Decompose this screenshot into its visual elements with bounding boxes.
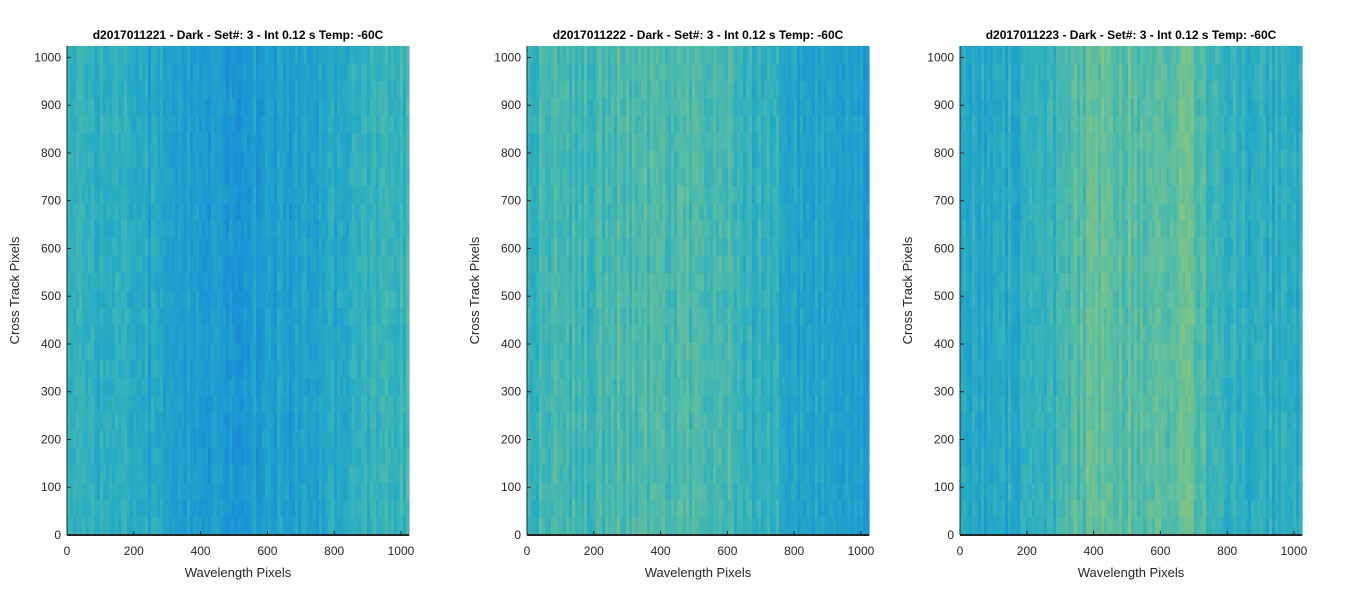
y-tick-label: 700: [41, 194, 61, 208]
y-tick-label: 500: [501, 289, 521, 303]
y-tick-label: 400: [41, 337, 61, 351]
y-tick-label: 300: [934, 385, 954, 399]
y-tick-label: 100: [501, 480, 521, 494]
y-axis-label: Cross Track Pixels: [7, 236, 22, 344]
chart-title: d2017011222 - Dark - Set#: 3 - Int 0.12 …: [553, 28, 844, 42]
x-tick-label: 0: [524, 544, 531, 558]
heatmap-cells: [67, 46, 410, 536]
x-tick-label: 200: [584, 544, 604, 558]
y-tick-label: 500: [934, 289, 954, 303]
y-tick-label: 200: [501, 432, 521, 446]
y-tick-label: 900: [934, 98, 954, 112]
y-tick-label: 0: [54, 528, 61, 542]
x-tick-label: 1000: [388, 544, 415, 558]
y-tick-label: 800: [41, 146, 61, 160]
y-tick-label: 100: [41, 480, 61, 494]
y-tick-label: 300: [501, 385, 521, 399]
x-axis-label: Wavelength Pixels: [1078, 565, 1185, 580]
heatmap-panel-1: 0 200 400 600 800 1000 0 100 200 300 400 500 600 700 8…: [7, 28, 415, 580]
y-tick-label: 700: [501, 194, 521, 208]
x-tick-label: 800: [784, 544, 804, 558]
x-tick-label: 800: [324, 544, 344, 558]
y-tick-label: 1000: [927, 50, 954, 64]
y-axis-label: Cross Track Pixels: [467, 236, 482, 344]
heatmap-cells: [527, 46, 870, 536]
x-tick-label: 1000: [1281, 544, 1308, 558]
y-tick-label: 900: [501, 98, 521, 112]
y-tick-label: 900: [41, 98, 61, 112]
x-tick-label: 400: [1084, 544, 1104, 558]
y-tick-label: 800: [934, 146, 954, 160]
y-tick-label: 0: [947, 528, 954, 542]
x-axis-label: Wavelength Pixels: [645, 565, 752, 580]
x-tick-label: 600: [257, 544, 277, 558]
y-tick-label: 200: [934, 432, 954, 446]
heatmap-cells: [960, 46, 1303, 536]
x-axis-label: Wavelength Pixels: [185, 565, 292, 580]
y-tick-label: 0: [514, 528, 521, 542]
x-tick-label: 0: [957, 544, 964, 558]
x-tick-label: 400: [651, 544, 671, 558]
y-tick-label: 600: [501, 241, 521, 255]
y-axis-label: Cross Track Pixels: [900, 236, 915, 344]
x-tick-label: 200: [124, 544, 144, 558]
y-tick-label: 400: [501, 337, 521, 351]
y-tick-label: 1000: [34, 50, 61, 64]
x-tick-label: 400: [191, 544, 211, 558]
x-tick-label: 200: [1017, 544, 1037, 558]
y-tick-label: 1000: [494, 50, 521, 64]
y-tick-label: 500: [41, 289, 61, 303]
heatmap-panel-2: 0 200 400 600 800 1000 0 100 200 300 400 500 600 700 8…: [467, 28, 875, 580]
y-tick-label: 600: [41, 241, 61, 255]
chart-title: d2017011221 - Dark - Set#: 3 - Int 0.12 …: [93, 28, 384, 42]
x-tick-label: 600: [717, 544, 737, 558]
y-tick-label: 600: [934, 241, 954, 255]
y-tick-label: 300: [41, 385, 61, 399]
y-tick-label: 100: [934, 480, 954, 494]
y-tick-label: 400: [934, 337, 954, 351]
chart-title: d2017011223 - Dark - Set#: 3 - Int 0.12 …: [986, 28, 1277, 42]
x-tick-label: 800: [1217, 544, 1237, 558]
x-tick-label: 1000: [848, 544, 875, 558]
y-tick-label: 700: [934, 194, 954, 208]
x-tick-label: 0: [64, 544, 71, 558]
y-tick-label: 200: [41, 432, 61, 446]
heatmap-panel-3: 0 200 400 600 800 1000 0 100 200 300 400 500 600 700 8…: [900, 28, 1308, 580]
y-tick-label: 800: [501, 146, 521, 160]
x-tick-label: 600: [1150, 544, 1170, 558]
